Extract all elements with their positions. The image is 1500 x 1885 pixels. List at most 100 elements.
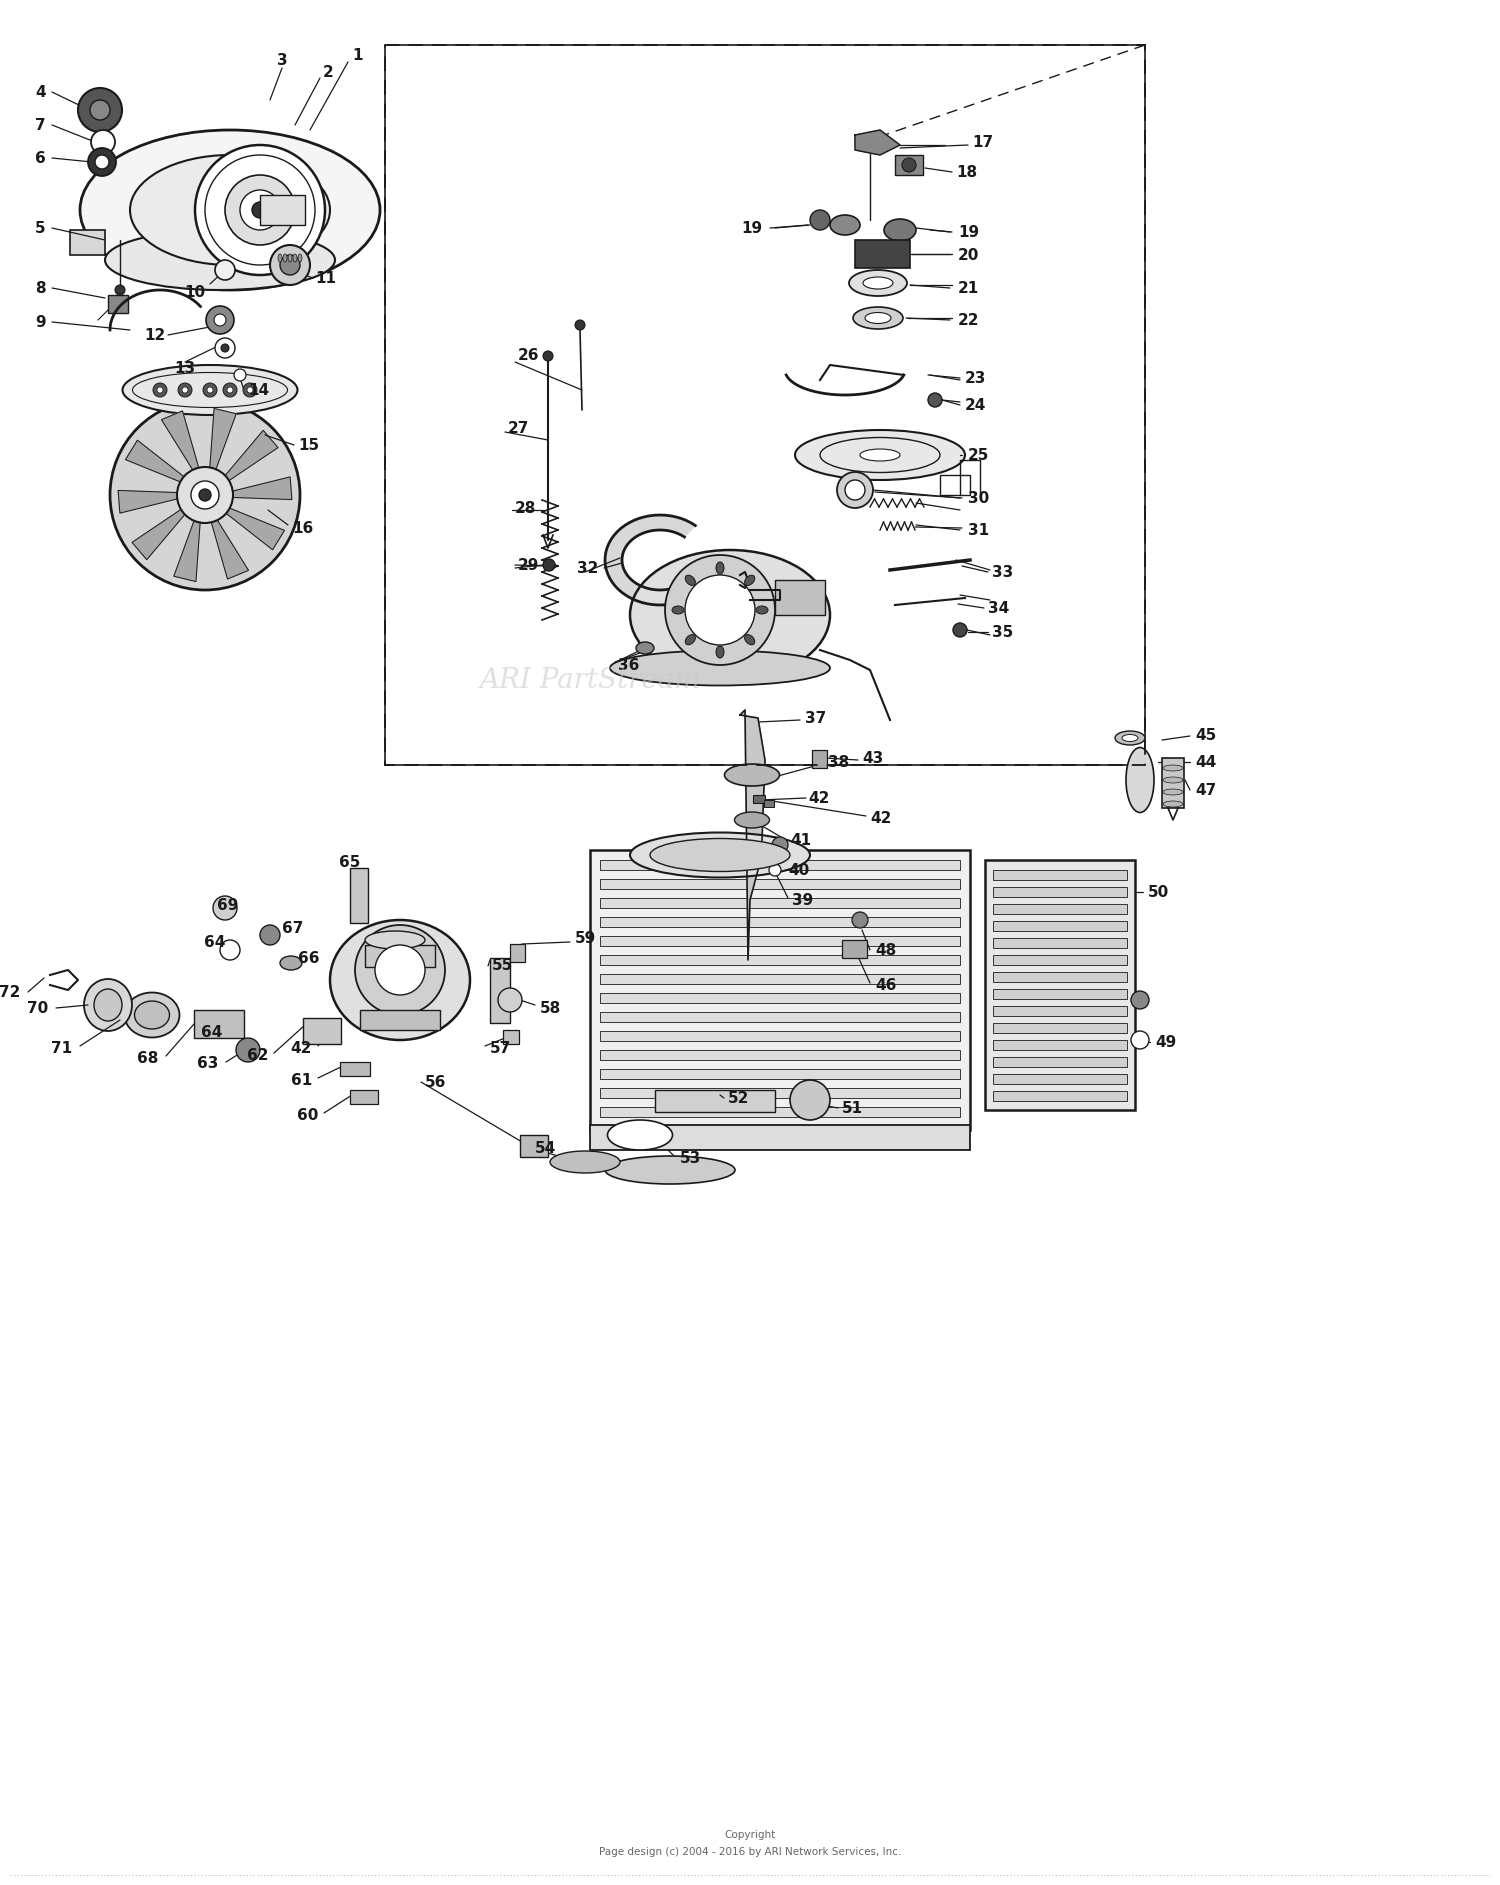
Bar	[520, 1135, 548, 1157]
Circle shape	[772, 837, 788, 854]
Text: 54: 54	[536, 1140, 556, 1156]
Bar	[993, 1024, 1126, 1033]
Ellipse shape	[716, 562, 724, 575]
Text: 42: 42	[291, 1041, 312, 1056]
Polygon shape	[162, 411, 198, 469]
Ellipse shape	[94, 990, 122, 1022]
Ellipse shape	[830, 215, 860, 236]
Bar	[590, 1125, 970, 1150]
Ellipse shape	[686, 575, 696, 586]
Ellipse shape	[298, 254, 302, 262]
Text: 52: 52	[728, 1091, 750, 1105]
Bar	[896, 155, 922, 175]
Bar	[600, 956, 960, 965]
Ellipse shape	[859, 449, 900, 462]
Text: 58: 58	[540, 1001, 561, 1016]
Text: 45: 45	[1196, 728, 1216, 743]
Text: 20: 20	[958, 247, 980, 262]
Ellipse shape	[330, 920, 470, 1041]
Circle shape	[214, 260, 236, 281]
Circle shape	[810, 209, 830, 230]
Ellipse shape	[630, 833, 810, 878]
Text: 60: 60	[297, 1108, 318, 1122]
Circle shape	[270, 245, 310, 285]
Text: 31: 31	[968, 522, 988, 537]
Circle shape	[213, 895, 237, 920]
Text: 70: 70	[27, 1001, 48, 1016]
Circle shape	[543, 560, 555, 571]
Polygon shape	[174, 520, 200, 582]
Text: 13: 13	[174, 360, 195, 375]
Text: Copyright: Copyright	[724, 1830, 776, 1840]
Bar	[600, 916, 960, 927]
Ellipse shape	[853, 307, 903, 330]
Bar	[386, 45, 1144, 765]
Ellipse shape	[672, 605, 684, 615]
Circle shape	[182, 386, 188, 392]
Ellipse shape	[1122, 735, 1138, 741]
Ellipse shape	[884, 219, 916, 241]
Text: 63: 63	[196, 1056, 217, 1071]
Circle shape	[260, 926, 280, 944]
Bar	[993, 973, 1126, 982]
Text: ARI PartStream: ARI PartStream	[478, 667, 700, 694]
Bar	[350, 867, 368, 924]
Circle shape	[190, 481, 219, 509]
Bar	[590, 850, 970, 1129]
Ellipse shape	[630, 550, 830, 680]
Bar	[600, 1050, 960, 1059]
Text: 21: 21	[958, 281, 980, 296]
Ellipse shape	[280, 956, 302, 971]
Text: 49: 49	[1155, 1035, 1176, 1050]
Text: 55: 55	[492, 958, 513, 973]
Ellipse shape	[1162, 790, 1184, 795]
Ellipse shape	[84, 978, 132, 1031]
Circle shape	[207, 386, 213, 392]
Text: 71: 71	[51, 1041, 72, 1056]
Text: 67: 67	[282, 920, 303, 935]
Text: 61: 61	[291, 1073, 312, 1088]
Bar	[600, 1031, 960, 1041]
Ellipse shape	[849, 270, 907, 296]
Bar	[842, 941, 867, 958]
Polygon shape	[232, 477, 292, 500]
Text: 32: 32	[576, 560, 598, 575]
Text: 48: 48	[874, 942, 897, 958]
Polygon shape	[132, 509, 184, 560]
Text: 72: 72	[0, 984, 20, 999]
Polygon shape	[210, 409, 236, 469]
Circle shape	[110, 400, 300, 590]
Text: 24: 24	[964, 398, 987, 413]
Text: 28: 28	[514, 501, 537, 515]
Bar	[510, 944, 525, 961]
Circle shape	[375, 944, 424, 995]
Ellipse shape	[278, 254, 282, 262]
Text: 64: 64	[201, 1025, 222, 1039]
Text: 10: 10	[184, 285, 206, 300]
Bar	[600, 993, 960, 1003]
Circle shape	[214, 315, 226, 326]
Text: 22: 22	[958, 313, 980, 328]
Ellipse shape	[284, 254, 286, 262]
Bar	[993, 871, 1126, 880]
Text: 38: 38	[828, 754, 849, 769]
Circle shape	[116, 285, 124, 294]
Circle shape	[220, 941, 240, 959]
Circle shape	[225, 175, 296, 245]
Bar	[600, 1106, 960, 1118]
Text: 18: 18	[956, 164, 976, 179]
Ellipse shape	[1162, 765, 1184, 771]
Ellipse shape	[735, 812, 770, 828]
Text: 6: 6	[34, 151, 45, 166]
Circle shape	[220, 343, 230, 352]
Circle shape	[226, 386, 232, 392]
Text: 53: 53	[680, 1150, 700, 1165]
Text: 47: 47	[1196, 782, 1216, 797]
Ellipse shape	[744, 635, 754, 645]
Circle shape	[574, 320, 585, 330]
Text: 39: 39	[792, 892, 813, 907]
Text: 33: 33	[992, 564, 1014, 579]
Text: 14: 14	[248, 383, 268, 398]
Polygon shape	[118, 490, 177, 513]
Bar	[260, 194, 305, 224]
